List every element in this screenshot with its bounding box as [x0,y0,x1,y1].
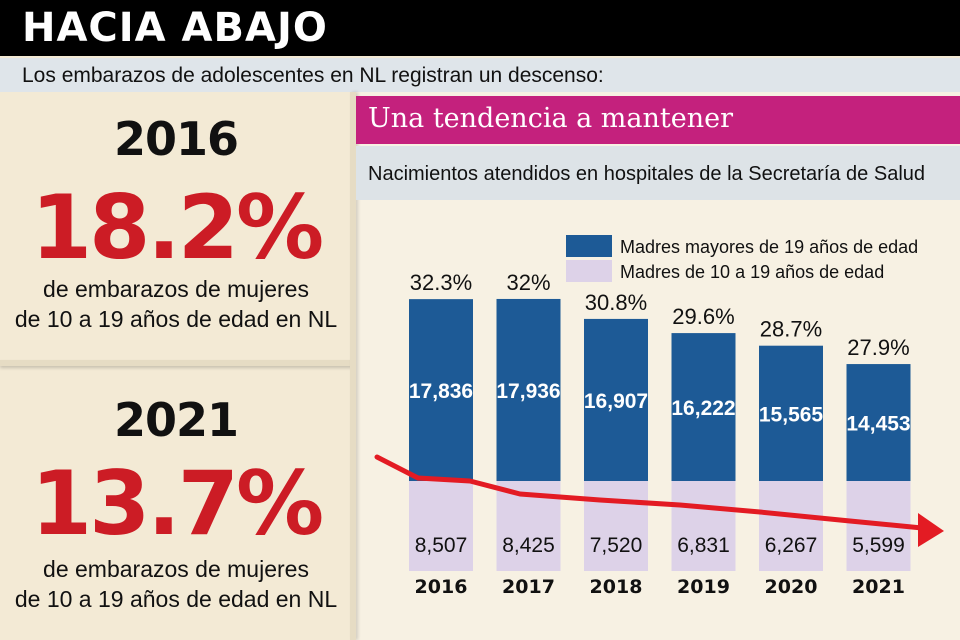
stat-percent-2016: 18.2% [30,176,324,279]
chart-subtitle: Nacimientos atendidos en hospitales de l… [368,163,926,185]
bar-older-2017 [496,298,561,481]
bar-older-label-2019: 16,222 [671,397,735,420]
chart-title: Una tendencia a mantener [368,103,734,134]
page-title: HACIA ABAJO [22,5,328,51]
bar-older-2021 [846,364,911,481]
percent-label-2019: 29.6% [672,304,734,329]
bar-older-2016 [409,299,473,481]
stat-year-2016: 2016 [113,112,239,166]
bar-teen-2018 [584,481,648,571]
panel-divider [350,92,356,640]
chart-subtitle-bar: Nacimientos atendidos en hospitales de l… [356,146,960,200]
stat-percent-2021: 13.7% [30,452,324,555]
stats-divider [0,360,352,366]
legend-label-teen: Madres de 10 a 19 años de edad [620,262,884,282]
legend-label-older: Madres mayores de 19 años de edad [620,237,918,257]
bar-teen-label-2019: 6,831 [677,534,730,557]
bar-older-label-2020: 15,565 [759,403,824,426]
stats-panel [0,92,352,640]
stat-desc-line2-2016: de 10 a 19 años de edad en NL [14,306,338,332]
bar-teen-2016 [409,481,473,571]
subtitle-bar: Los embarazos de adolescentes en NL regi… [0,58,960,92]
bar-older-2020 [759,345,823,481]
bar-older-2019 [671,333,736,481]
bar-teen-label-2017: 8,425 [502,534,555,557]
legend-swatch-older [566,235,612,257]
percent-label-2017: 32% [506,270,550,295]
chart-title-bar: Una tendencia a mantener [356,96,960,144]
bar-teen-label-2018: 7,520 [590,534,643,557]
x-tick-label-2018: 2018 [590,576,643,598]
bar-teen-2019 [671,481,736,571]
percent-label-2020: 28.7% [760,317,822,342]
bar-older-label-2018: 16,907 [584,390,648,413]
header-bar: HACIA ABAJO [0,0,960,56]
x-tick-label-2017: 2017 [502,576,555,598]
x-tick-label-2016: 2016 [415,576,468,598]
x-tick-label-2020: 2020 [765,576,818,598]
trend-arrow-line [374,454,925,531]
stat-desc-line1-2021: de embarazos de mujeres [43,556,309,582]
bar-older-label-2021: 14,453 [846,413,910,436]
percent-label-2018: 30.8% [585,290,647,315]
legend-swatch-teen [566,260,612,282]
page-subtitle: Los embarazos de adolescentes en NL regi… [22,64,604,87]
bar-teen-2020 [759,481,823,571]
stat-desc-line2-2021: de 10 a 19 años de edad en NL [14,586,338,612]
bar-teen-label-2021: 5,599 [852,534,905,557]
x-tick-label-2019: 2019 [677,576,730,598]
bar-teen-label-2016: 8,507 [415,534,468,557]
trend-arrow-head [918,513,944,547]
bar-older-label-2017: 17,936 [496,380,560,403]
percent-label-2021: 27.9% [847,335,909,360]
bar-older-2018 [584,318,648,481]
stat-year-2021: 2021 [113,393,239,447]
bar-older-label-2016: 17,836 [409,380,473,403]
percent-label-2016: 32.3% [410,270,472,295]
x-tick-label-2021: 2021 [852,576,905,598]
bar-teen-label-2020: 6,267 [765,534,818,557]
stat-desc-line1-2016: de embarazos de mujeres [43,276,309,302]
